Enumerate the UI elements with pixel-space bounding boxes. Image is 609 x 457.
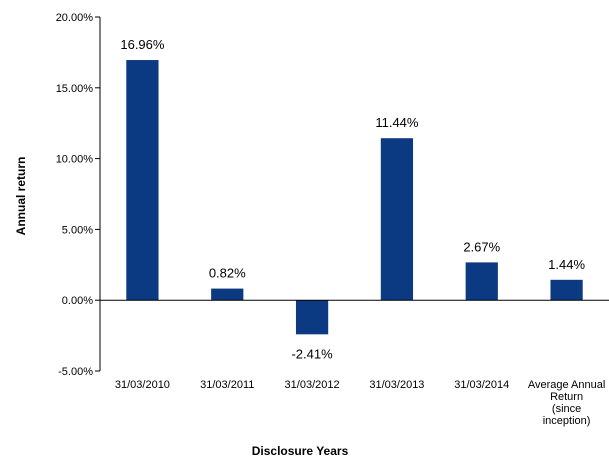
data-label: 11.44% [375, 115, 419, 130]
data-label: 0.82% [209, 266, 246, 281]
x-axis: 31/03/2010 31/03/2011 31/03/2012 31/03/2013… [100, 299, 609, 427]
data-labels: 16.96% 0.82% -2.41% 11.44% 2.67% 1.44% [120, 37, 585, 361]
x-tick-label: Average Annual Return (since inception) [528, 379, 605, 427]
bar [126, 60, 159, 301]
bars [126, 60, 583, 335]
bar [380, 138, 414, 301]
x-tick-label: 31/03/2013 [369, 379, 424, 391]
y-tick-label: -5.00% [58, 366, 93, 378]
data-label: 2.67% [463, 239, 500, 254]
data-label: 1.44% [548, 257, 585, 272]
y-tick-label: 5.00% [62, 224, 93, 236]
y-tick-label: 0.00% [62, 295, 93, 307]
y-tick-label: 20.00% [56, 12, 94, 24]
x-tick-label: 31/03/2011 [200, 379, 254, 391]
x-tick-label: 31/03/2012 [285, 379, 340, 391]
bar [550, 279, 583, 301]
y-axis: 20.00% 15.00% 10.00% 5.00% 0.00% -5.00% [56, 12, 101, 378]
y-tick-label: 10.00% [56, 154, 94, 166]
x-axis-title: Disclosure Years [252, 444, 349, 457]
x-tick-label: 31/03/2010 [115, 379, 170, 391]
bar [211, 288, 244, 301]
y-tick-label: 15.00% [56, 83, 94, 95]
x-tick-label: 31/03/2014 [454, 379, 509, 391]
y-axis-title: Annual return [14, 157, 28, 236]
bar [295, 300, 329, 335]
data-label: 16.96% [120, 37, 165, 52]
data-label: -2.41% [291, 346, 333, 361]
bar [465, 262, 498, 301]
